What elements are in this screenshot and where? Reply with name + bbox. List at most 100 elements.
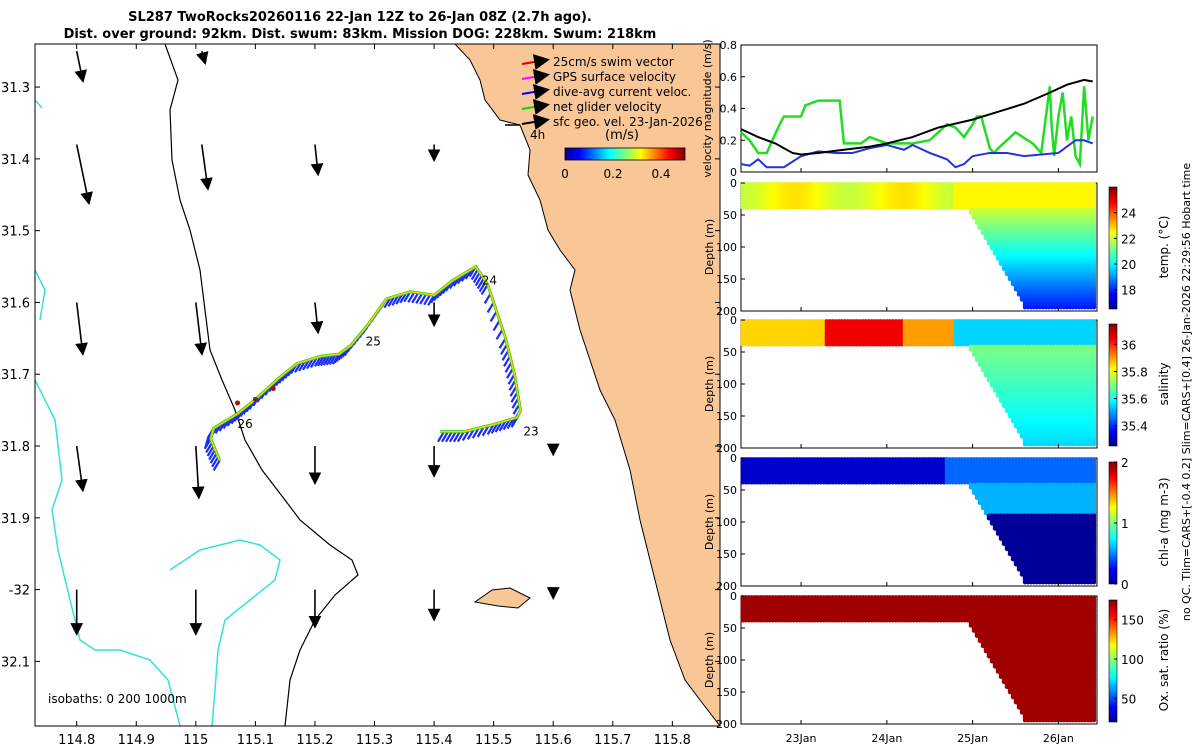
map-y-tick-label: 31.9 (1, 512, 30, 527)
dive-avg-current-vector (456, 431, 465, 443)
section-y-tick-label: 100 (716, 241, 737, 254)
dive-avg-current-vector (411, 292, 420, 304)
velocity-y-tick-label: 0 (730, 166, 737, 179)
map-x-tick-label: 115.3 (356, 733, 393, 748)
colorbar-tick-label: 0.2 (603, 167, 622, 181)
section-y-label: Depth (m) (703, 219, 716, 275)
dive-avg-current-vector (328, 353, 337, 366)
legend-swatch (521, 54, 550, 70)
velocity-series-line (740, 78, 1093, 156)
dive-avg-current-vector (427, 294, 436, 306)
map-y-tick-label: -32 (9, 584, 30, 599)
map-x-tick-label: 115.4 (415, 733, 452, 748)
geo-velocity-arrow (75, 302, 88, 356)
legend-label: sfc geo. vel. 23-Jan-2026 (553, 115, 703, 129)
section-data-point (1091, 304, 1097, 310)
legend-swatch (521, 99, 550, 115)
map-x-tick-label: 114.8 (58, 733, 95, 748)
map-x-tick-label: 115.6 (535, 733, 572, 748)
dive-avg-current-vector (211, 456, 220, 468)
dive-avg-current-vector (322, 354, 331, 366)
geo-velocity-arrow (74, 51, 87, 84)
figure-title-line-2: Dist. over ground: 92km. Dist. swum: 83k… (63, 27, 657, 42)
map-x-tick-label: 115.7 (594, 733, 631, 748)
dive-avg-current-vector (209, 452, 218, 464)
glider-position-marker (270, 386, 276, 392)
glider-position-marker (252, 396, 258, 402)
section-colorbar-tick-label: 24 (1121, 207, 1136, 221)
map-y-tick-label: 32.1 (1, 655, 30, 670)
velocity-y-tick-label: 0.8 (720, 39, 738, 52)
land-mass (454, 44, 720, 726)
dive-avg-current-vector (212, 459, 221, 471)
colorbar-tick-label: 0 (561, 167, 569, 181)
legend-swatch (521, 114, 550, 130)
dive-avg-current-vector (316, 355, 325, 367)
dive-avg-current-vector (208, 449, 217, 461)
map-frame (34, 43, 721, 727)
track-day-label: 24 (482, 273, 497, 287)
map-y-tick-label: 31.6 (1, 296, 30, 311)
map-x-tick-label: 115.1 (237, 733, 274, 748)
map-y-tick-label: 31.7 (1, 368, 30, 383)
legend-label: 25cm/s swim vector (553, 55, 674, 69)
dive-avg-current-vector (437, 431, 445, 443)
geo-velocity-arrow (200, 144, 213, 191)
track-day-label: 25 (366, 335, 381, 349)
track-day-label: 23 (523, 424, 538, 438)
rottnest-island (473, 587, 531, 609)
isobath-200m (164, 44, 359, 726)
section-y-tick-label: 50 (723, 209, 737, 222)
dive-avg-current-vector (407, 291, 416, 303)
map-x-tick-label: 114.9 (118, 733, 155, 748)
geo-velocity-arrow (191, 445, 205, 500)
legend-label: net glider velocity (553, 100, 661, 114)
geo-velocity-arrow (75, 144, 93, 206)
legend-label: GPS surface velocity (553, 70, 676, 84)
dive-avg-current-vector (206, 445, 215, 457)
dive-avg-current-vector (419, 293, 428, 305)
map-y-tick-label: 31.3 (1, 81, 30, 96)
legend-swatch (521, 69, 550, 85)
dive-avg-current-vector (470, 268, 479, 281)
isobath-1000m (35, 99, 281, 726)
section-colorbar-tick-label: 18 (1121, 284, 1136, 298)
legend-label: dive-avg current veloc. (553, 85, 691, 99)
geo-velocity-arrow (196, 50, 209, 66)
section-colorbar (1108, 186, 1118, 310)
glider-position-marker (235, 400, 241, 406)
track-day-label: 26 (238, 417, 253, 431)
dive-avg-current-vector (441, 431, 449, 443)
geo-velocity-arrow (74, 445, 88, 493)
section-colorbar-tick-label: 22 (1121, 232, 1136, 246)
geo-velocity-arrow (310, 302, 324, 335)
legend-swatch (521, 84, 550, 100)
section-colorbar-label: temp. (°C) (1157, 216, 1171, 279)
velocity-series-line (740, 139, 1094, 169)
dive-avg-current-vector (423, 294, 432, 306)
dive-avg-current-vector (452, 431, 461, 443)
legend-scale-label: 4h (530, 128, 545, 142)
dive-avg-current-vector (476, 277, 485, 290)
section-y-tick-label: 150 (716, 273, 737, 286)
dive-avg-current-vector (325, 354, 334, 366)
dive-avg-current-vector (448, 431, 457, 443)
section-y-tick-label: 0 (730, 177, 737, 190)
dive-avg-current-vector (205, 441, 214, 453)
geo-velocity-arrow (194, 302, 208, 356)
colorbar-tick-label: 0.4 (651, 167, 670, 181)
dive-avg-current-vector (445, 431, 453, 443)
map-x-tick-label: 115.2 (296, 733, 333, 748)
colorbar-title: (m/s) (605, 128, 639, 143)
colorbar-gradient (564, 147, 686, 161)
figure-title-line-1: SL287 TwoRocks20260116 22-Jan 12Z to 26-… (128, 10, 592, 25)
map-y-tick-label: 31.5 (1, 225, 30, 240)
map-x-tick-label: 115.5 (475, 733, 512, 748)
